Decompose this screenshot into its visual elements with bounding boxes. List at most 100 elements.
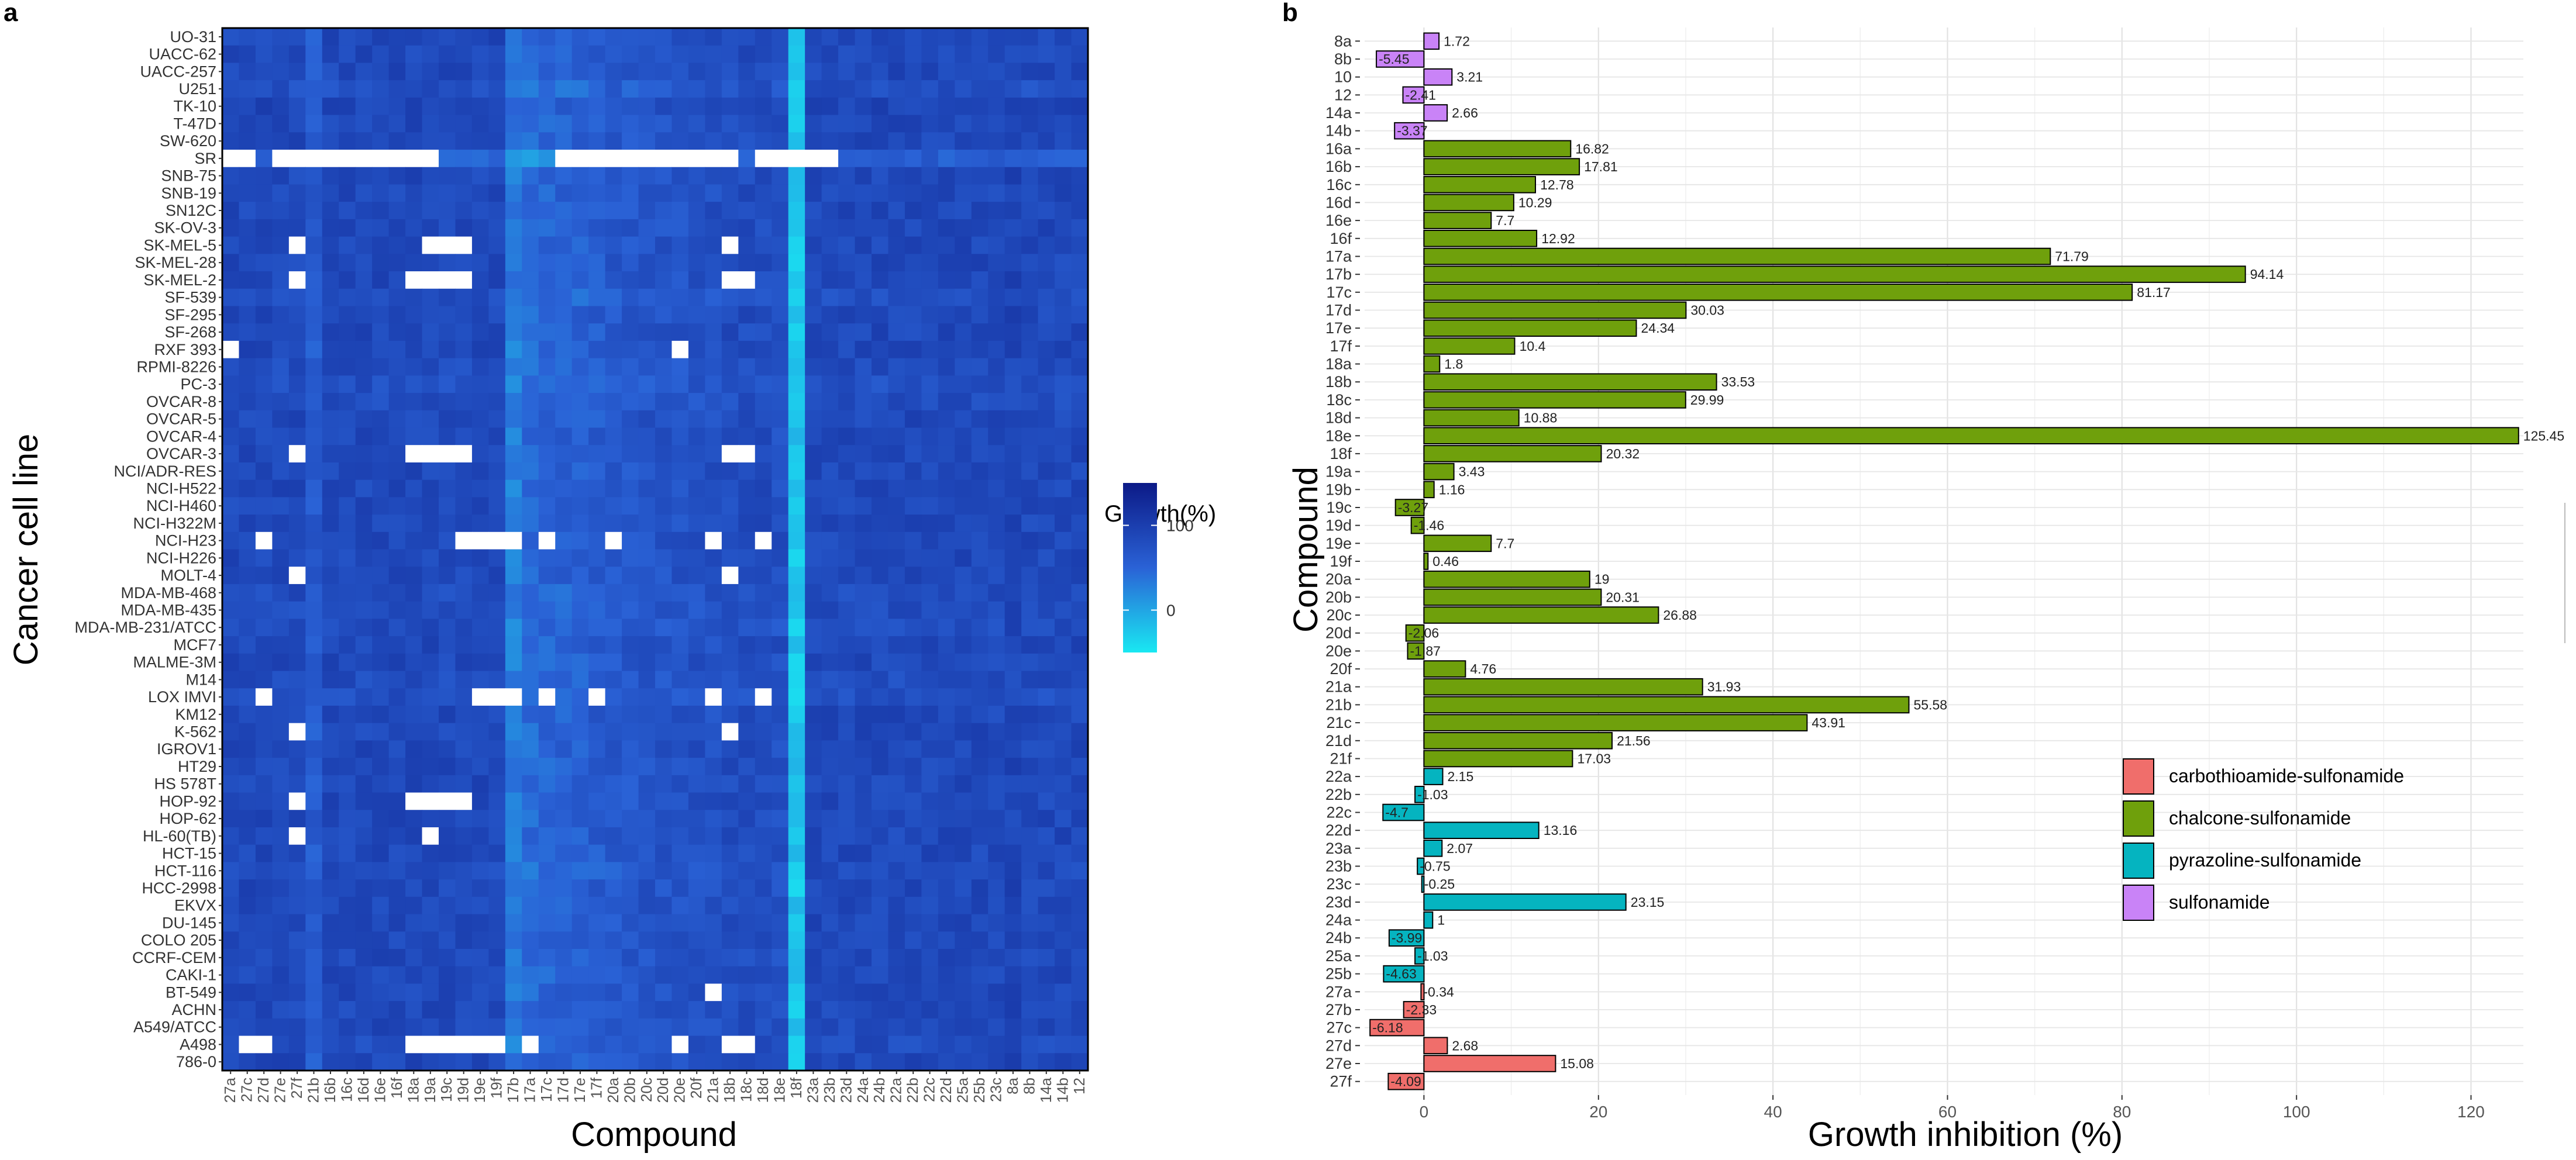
heatmap-cell: [455, 288, 473, 307]
heatmap-row-label: OVCAR-8: [146, 393, 216, 410]
heatmap-cell: [638, 758, 656, 776]
heatmap-cell: [605, 219, 622, 237]
heatmap-cell: [855, 462, 872, 481]
heatmap-cell: [705, 271, 722, 289]
heatmap-cell: [322, 1053, 339, 1071]
heatmap-cell: [1071, 63, 1089, 81]
heatmap-cell: [455, 306, 473, 324]
heatmap-cell: [738, 705, 756, 724]
heatmap-cell: [955, 740, 972, 758]
heatmap-cell: [322, 671, 339, 689]
heatmap-cell: [788, 80, 805, 98]
heatmap-cell: [322, 827, 339, 845]
heatmap-cell: [305, 515, 323, 533]
heatmap-cell: [688, 271, 705, 289]
heatmap-cell: [772, 393, 789, 411]
heatmap-cell: [255, 879, 273, 897]
heatmap-cell: [405, 323, 423, 341]
heatmap-cell: [405, 63, 423, 81]
heatmap-cell: [671, 271, 689, 289]
heatmap-cell: [838, 479, 856, 498]
heatmap-cell: [505, 63, 522, 81]
heatmap-cell: [988, 567, 1005, 585]
heatmap-cell: [1038, 219, 1055, 237]
heatmap-cell: [888, 671, 905, 689]
heatmap-cell: [904, 653, 922, 672]
heatmap-row-label: SK-MEL-2: [143, 271, 216, 289]
heatmap-cell: [222, 340, 240, 359]
heatmap-cell: [738, 479, 756, 498]
heatmap-cell: [322, 63, 339, 81]
heatmap-cell: [355, 1001, 373, 1019]
heatmap-cell: [638, 28, 656, 46]
heatmap-cell: [555, 323, 573, 341]
heatmap-cell: [305, 775, 323, 793]
heatmap-cell: [888, 427, 905, 446]
heatmap-cell: [738, 45, 756, 64]
heatmap-cell: [239, 375, 256, 393]
heatmap-cell: [372, 549, 390, 567]
heatmap-cell: [455, 1053, 473, 1071]
heatmap-cell: [721, 340, 739, 359]
bar-23b: [1417, 857, 1425, 875]
heatmap-cell: [1021, 705, 1039, 724]
bar-chart-value-labels: 1.72-5.453.21-2.412.66-3.3716.8217.8112.…: [1372, 33, 2564, 1089]
heatmap-cell: [571, 531, 589, 550]
heatmap-cell: [888, 515, 905, 533]
heatmap-cell: [1071, 115, 1089, 133]
heatmap-cell: [688, 1001, 705, 1019]
heatmap-cell: [938, 723, 955, 741]
heatmap-cell: [622, 288, 639, 307]
heatmap-cell: [988, 445, 1005, 463]
heatmap-cell: [372, 254, 390, 272]
heatmap-cell: [988, 80, 1005, 98]
heatmap-cell: [705, 792, 722, 810]
heatmap-row-label: MDA-MB-435: [120, 602, 216, 619]
heatmap-cell: [971, 445, 989, 463]
heatmap-cell: [855, 844, 872, 862]
heatmap-cell: [505, 636, 522, 654]
heatmap-cell: [555, 810, 573, 828]
heatmap-cell: [1071, 931, 1089, 950]
heatmap-cell: [455, 931, 473, 950]
heatmap-cell: [971, 914, 989, 932]
heatmap-cell: [838, 184, 856, 202]
heatmap-cell: [388, 862, 406, 880]
heatmap-cell: [488, 427, 506, 446]
heatmap-cell: [904, 1035, 922, 1054]
heatmap-cell: [588, 827, 606, 845]
heatmap-cell: [488, 879, 506, 897]
heatmap-cell: [488, 1053, 506, 1071]
heatmap-cell: [571, 827, 589, 845]
heatmap-cell: [955, 948, 972, 967]
heatmap-cell: [821, 236, 839, 254]
heatmap-cell: [538, 479, 556, 498]
heatmap-cell: [1038, 254, 1055, 272]
heatmap-cell: [788, 28, 805, 46]
heatmap-cell: [1071, 601, 1089, 619]
heatmap-cell: [288, 97, 306, 116]
heatmap-cell: [405, 167, 423, 185]
heatmap-cell: [772, 462, 789, 481]
heatmap-cell: [322, 184, 339, 202]
heatmap-cell: [904, 862, 922, 880]
heatmap-cell: [721, 393, 739, 411]
heatmap-cell: [488, 792, 506, 810]
heatmap-cell: [322, 375, 339, 393]
heatmap-cell: [688, 775, 705, 793]
heatmap-cell: [305, 983, 323, 1002]
heatmap-cell: [855, 1018, 872, 1037]
heatmap-cell: [838, 810, 856, 828]
heatmap-cell: [1055, 792, 1072, 810]
heatmap-cell: [755, 914, 772, 932]
bar-23c: [1421, 875, 1425, 893]
heatmap-cell: [339, 202, 356, 220]
heatmap-cell: [538, 810, 556, 828]
heatmap-cell: [455, 427, 473, 446]
heatmap-cell: [671, 896, 689, 915]
heatmap-cell: [638, 497, 656, 515]
heatmap-cell: [838, 601, 856, 619]
heatmap-cell: [488, 184, 506, 202]
heatmap-cell: [439, 966, 456, 985]
heatmap-cell: [805, 219, 822, 237]
